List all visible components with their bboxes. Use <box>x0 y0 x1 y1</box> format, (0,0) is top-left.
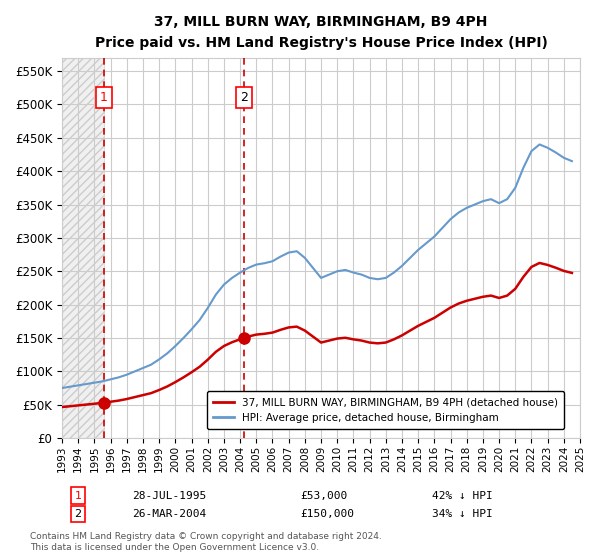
Text: 28-JUL-1995: 28-JUL-1995 <box>132 491 206 501</box>
Bar <box>62 58 104 438</box>
Bar <box>62 58 104 438</box>
Text: 2: 2 <box>240 91 248 104</box>
Text: 26-MAR-2004: 26-MAR-2004 <box>132 509 206 519</box>
Text: 34% ↓ HPI: 34% ↓ HPI <box>432 509 493 519</box>
Text: 1: 1 <box>74 491 82 501</box>
Text: Contains HM Land Registry data © Crown copyright and database right 2024.
This d: Contains HM Land Registry data © Crown c… <box>30 532 382 552</box>
Text: 2: 2 <box>74 509 82 519</box>
Legend: 37, MILL BURN WAY, BIRMINGHAM, B9 4PH (detached house), HPI: Average price, deta: 37, MILL BURN WAY, BIRMINGHAM, B9 4PH (d… <box>207 391 565 429</box>
Text: 1: 1 <box>100 91 108 104</box>
Text: 42% ↓ HPI: 42% ↓ HPI <box>432 491 493 501</box>
Title: 37, MILL BURN WAY, BIRMINGHAM, B9 4PH
Price paid vs. HM Land Registry's House Pr: 37, MILL BURN WAY, BIRMINGHAM, B9 4PH Pr… <box>95 15 547 50</box>
Text: £150,000: £150,000 <box>300 509 354 519</box>
Text: £53,000: £53,000 <box>300 491 347 501</box>
